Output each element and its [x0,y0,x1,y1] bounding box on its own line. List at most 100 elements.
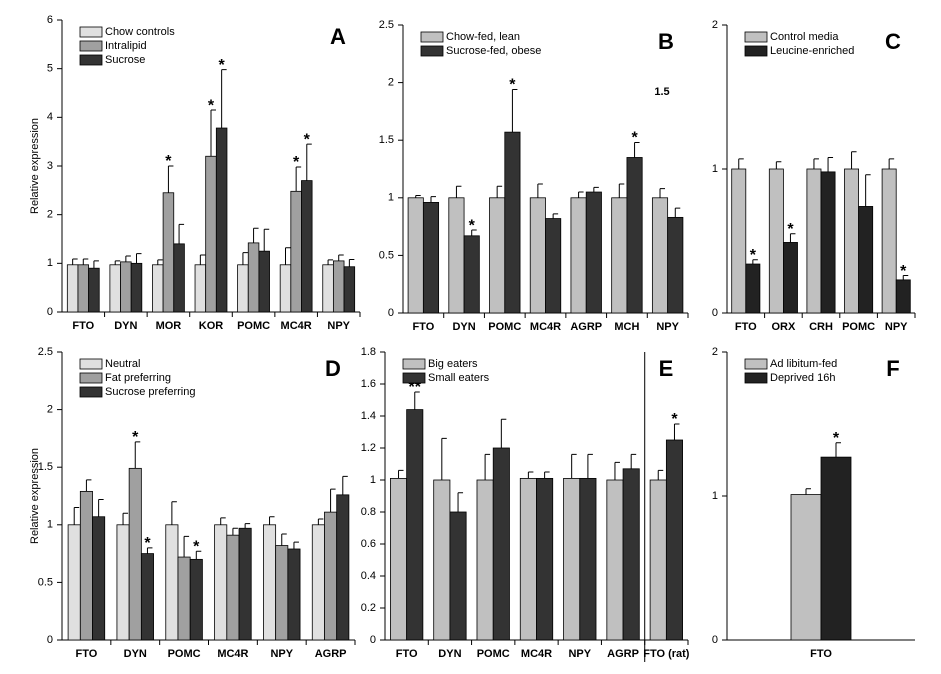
x-tick-label: FTO [72,320,94,332]
bar [165,524,179,641]
bar [448,197,465,314]
bar [92,516,106,641]
x-tick-label: ORX [771,321,796,333]
bar [651,197,669,314]
bar [579,477,597,641]
bar [504,131,521,314]
significance: * [193,539,200,556]
error-bar [827,156,834,172]
error-bar [281,533,287,546]
bar [140,553,154,641]
legend-label: Big eaters [428,358,478,370]
x-tick-label: MCH [614,321,639,333]
error-bar [659,188,666,198]
bar [768,168,784,314]
error-bar [295,166,302,192]
panel-letter: F [886,356,899,381]
error-bar [134,441,141,469]
bar [545,218,562,314]
bar [492,447,510,641]
legend-label: Neutral [105,358,140,370]
error-bar [674,207,681,218]
y-tick-label: 1.6 [361,378,376,390]
x-tick-label: POMC [237,320,270,332]
x-tick-label: POMC [477,648,510,660]
legend-swatch [744,372,768,384]
bar [422,202,440,314]
legend-label: Intralipid [105,40,147,52]
error-bar [220,517,226,525]
error-bar [306,143,312,181]
y-tick-label: 1 [370,474,376,486]
y-tick-label: 1 [47,257,53,269]
bar [570,197,587,314]
bar [120,261,132,313]
bar [226,534,240,641]
x-tick-label: AGRP [607,648,639,660]
x-tick-label: FTO [810,648,832,660]
bar [489,197,506,314]
y-tick-label: 0.2 [361,602,376,614]
bar [258,250,270,313]
panel-letter: D [325,356,341,381]
error-bar [455,185,462,198]
x-tick-label: FTO [735,321,757,333]
legend-label: Small eaters [428,372,490,384]
bar [177,556,191,641]
x-tick-label: MC4R [217,648,248,660]
significance: * [787,221,794,238]
error-bar [73,507,80,525]
bar [66,264,79,313]
error-bar [263,228,270,252]
bar [529,197,546,314]
significance: * [293,154,300,171]
bar [77,264,90,313]
y-tick-label: 2 [47,404,53,416]
significance: * [219,57,226,74]
panel-letter: C [885,29,901,54]
error-bar [414,391,420,410]
legend-label: Chow controls [105,26,175,38]
bar [820,456,852,641]
significance: * [750,247,757,264]
legend-label: Fat preferring [105,372,171,384]
y-tick-label: 2 [712,19,718,31]
error-bar [82,258,89,265]
error-bar [232,527,238,536]
error-bar [500,418,507,448]
error-bar [330,488,336,513]
x-tick-label: NPY [270,648,293,660]
error-bar [552,213,559,219]
x-tick-label: MC4R [530,321,561,333]
bar [626,157,643,314]
error-bar [902,275,909,280]
error-bar [98,498,104,517]
bar [214,524,228,641]
bar [606,479,624,641]
error-bar [738,158,744,169]
significance: * [671,411,678,428]
y-tick-label: 0 [712,634,718,646]
error-bar [571,453,577,479]
error-bar [618,183,625,198]
legend-swatch [79,358,103,370]
y-tick-label: 5 [47,63,53,75]
x-tick-label: FTO [396,648,418,660]
x-tick-label: AGRP [570,321,602,333]
bar [390,477,408,641]
bar [649,479,667,641]
bar [433,479,451,641]
error-bar [789,233,796,243]
legend-label: Control media [770,31,839,43]
bar [667,216,684,314]
error-bar [167,165,174,193]
significance: * [900,263,907,280]
error-bar [171,501,177,525]
error-bar [178,223,185,244]
legend-label: Sucrose preferring [105,386,196,398]
bar [536,477,554,641]
panel-letter: B [658,29,674,54]
legend-label: Ad libitum-fed [770,358,837,370]
error-bar [146,547,153,554]
legend-swatch [744,358,768,370]
